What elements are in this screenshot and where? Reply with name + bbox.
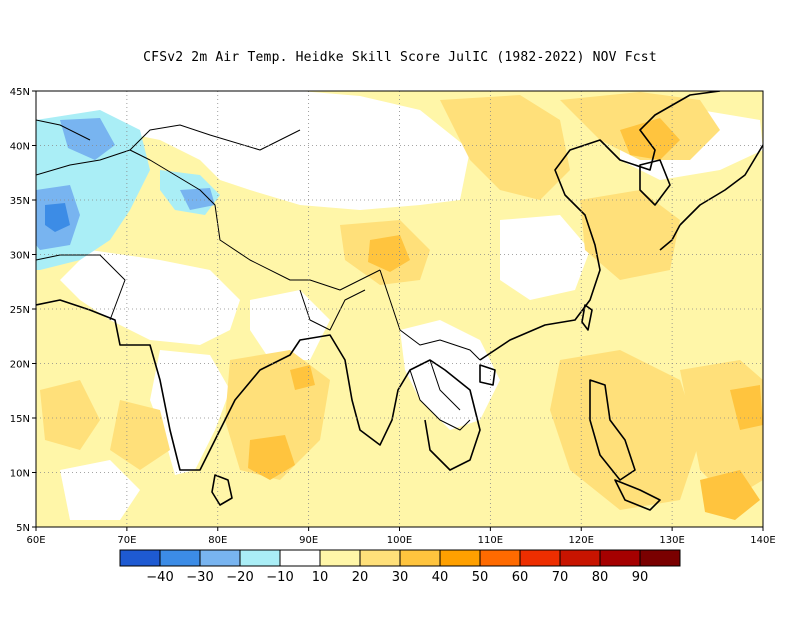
colorbar-swatch <box>199 549 241 567</box>
colorbar-swatch <box>559 549 601 567</box>
colorbar-label: −30 <box>186 570 213 585</box>
lat-tick-label: 5N <box>16 523 30 534</box>
colorbar-label: −40 <box>146 570 173 585</box>
colorbar-swatch <box>599 549 641 567</box>
colorbar-label: 30 <box>392 570 409 585</box>
lat-tick-label: 10N <box>10 469 30 480</box>
lat-tick-label: 40N <box>10 142 30 153</box>
colorbar-swatch <box>479 549 521 567</box>
colorbar-swatch <box>159 549 201 567</box>
colorbar-label: 50 <box>472 570 489 585</box>
colorbar-swatch <box>239 549 281 567</box>
colorbar-label: 70 <box>552 570 569 585</box>
colorbar-label: 80 <box>592 570 609 585</box>
map-grid <box>36 91 763 527</box>
chart-title: CFSv2 2m Air Temp. Heidke Skill Score Ju… <box>143 50 657 65</box>
axis-ticks: 60E 70E 80E 90E 100E 110E 120E 130E 140E 5N 10N 15N… <box>10 87 776 546</box>
colorbar-label: 40 <box>432 570 449 585</box>
colorbar-swatch <box>359 549 401 567</box>
colorbar-label: 10 <box>312 570 329 585</box>
colorbar-swatch <box>519 549 561 567</box>
lat-tick-label: 20N <box>10 360 30 371</box>
colorbar-swatch <box>399 549 441 567</box>
lon-tick-label: 100E <box>387 535 412 546</box>
colorbar-swatch <box>319 549 361 567</box>
lon-tick-label: 70E <box>117 535 136 546</box>
colorbar-label: 90 <box>632 570 649 585</box>
lat-tick-label: 30N <box>10 251 30 262</box>
coastlines <box>36 91 763 511</box>
colorbar-label: −10 <box>266 570 293 585</box>
lat-tick-label: 25N <box>10 305 30 316</box>
colorbar-label: 20 <box>352 570 369 585</box>
lon-tick-label: 90E <box>299 535 318 546</box>
lon-tick-label: 60E <box>26 535 45 546</box>
colorbar-swatch <box>639 549 681 567</box>
skill-40-regions <box>248 118 763 520</box>
lat-tick-label: 15N <box>10 414 30 425</box>
negative-skill-regions <box>36 110 220 270</box>
colorbar-swatch <box>439 549 481 567</box>
lon-tick-label: 80E <box>208 535 227 546</box>
country-borders <box>36 119 481 431</box>
skill-30-regions <box>40 92 763 510</box>
colorbar: −40 −30 −20 −10 10 20 30 40 50 60 70 80 90 <box>119 549 681 585</box>
colorbar-swatch <box>119 549 161 567</box>
lat-tick-label: 45N <box>10 87 30 98</box>
lon-tick-label: 140E <box>750 535 775 546</box>
lon-tick-label: 130E <box>659 535 684 546</box>
colorbar-label: 60 <box>512 570 529 585</box>
lon-tick-label: 110E <box>478 535 503 546</box>
lon-tick-label: 120E <box>569 535 594 546</box>
colorbar-swatch <box>279 549 321 567</box>
colorbar-label: −20 <box>226 570 253 585</box>
lat-tick-label: 35N <box>10 196 30 207</box>
